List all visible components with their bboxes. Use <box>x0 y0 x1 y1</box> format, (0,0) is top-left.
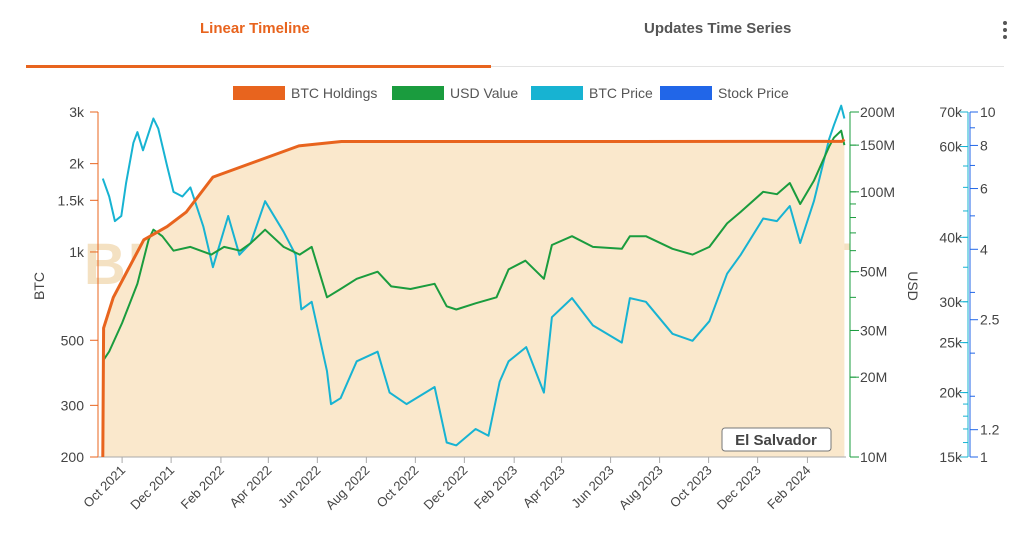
legend-label: USD Value <box>450 85 518 101</box>
tab-updates-time-series[interactable]: Updates Time Series <box>644 20 792 37</box>
btc-axis-tick-label: 300 <box>61 397 85 413</box>
btc-price-axis-tick-label: 15k <box>939 449 963 465</box>
btc-axis-tick-label: 500 <box>61 332 85 348</box>
x-axis-tick-label: Feb 2023 <box>471 463 520 512</box>
x-axis-tick-label: Oct 2021 <box>80 463 128 511</box>
btc-price-axis-tick-label: 60k <box>939 139 963 155</box>
x-axis-tick-label: Oct 2023 <box>667 463 715 511</box>
btc-price-axis-tick-label: 40k <box>939 229 963 245</box>
usd-axis-tick-label: 100M <box>860 184 895 200</box>
legend-swatch <box>392 86 444 100</box>
x-axis-tick-label: Apr 2023 <box>520 463 568 511</box>
x-axis-tick-label: Oct 2022 <box>374 463 422 511</box>
entity-label: El Salvador <box>735 432 817 449</box>
btc-axis-tick-label: 1k <box>69 244 85 260</box>
usd-axis-tick-label: 10M <box>860 449 887 465</box>
x-axis-tick-label: Apr 2022 <box>227 463 275 511</box>
tab-bar: Linear Timeline Updates Time Series <box>26 0 1007 68</box>
x-axis-tick-label: Dec 2022 <box>421 463 471 513</box>
x-axis-tick-label: Feb 2024 <box>764 463 813 512</box>
usd-axis-tick-label: 30M <box>860 322 887 338</box>
tab-linear-timeline[interactable]: Linear Timeline <box>200 20 310 37</box>
entity-label-box <box>721 427 832 452</box>
x-axis-tick-label: Dec 2021 <box>127 463 177 513</box>
btc-axis-tick-label: 3k <box>69 104 85 120</box>
btc-price-axis-tick-label: 20k <box>939 385 963 401</box>
stock-price-axis-tick-label: 8 <box>980 137 988 153</box>
x-axis-tick-label: Jun 2023 <box>568 463 616 511</box>
btc-price-axis-tick-label: 30k <box>939 294 963 310</box>
legend-swatch <box>531 86 583 100</box>
usd-axis-title: USD <box>905 271 921 301</box>
btc-axis-tick-label: 2k <box>69 156 85 172</box>
legend-label: Stock Price <box>718 85 789 101</box>
usd-value-line <box>101 129 846 362</box>
btc-axis-tick-label: 1.5k <box>58 192 85 208</box>
stock-price-axis-tick-label: 1.2 <box>980 422 1000 438</box>
x-axis-tick-label: Feb 2022 <box>178 463 227 512</box>
stock-price-axis-tick-label: 10 <box>980 104 996 120</box>
btc-holdings-area <box>102 139 845 457</box>
btc-price-axis-tick-label: 70k <box>939 104 963 120</box>
btc-axis-title: BTC <box>31 272 47 300</box>
legend-swatch <box>660 86 712 100</box>
btc-holdings-line <box>101 138 846 458</box>
x-axis-tick-label: Dec 2023 <box>714 463 764 513</box>
stock-price-axis-tick-label: 2.5 <box>980 312 1000 328</box>
btc-axis-tick-label: 200 <box>61 449 85 465</box>
legend-label: BTC Price <box>589 85 653 101</box>
usd-axis-tick-label: 150M <box>860 137 895 153</box>
btc-price-line <box>101 104 846 447</box>
stock-price-axis-tick-label: 4 <box>980 241 988 257</box>
holdings-chart: BITCOINTREASURIESNET2003005001k1.5k2k3kB… <box>31 85 1000 513</box>
legend-label: BTC Holdings <box>291 85 377 101</box>
usd-axis-tick-label: 50M <box>860 264 887 280</box>
stock-price-axis-tick-label: 6 <box>980 181 988 197</box>
btc-price-axis-tick-label: 25k <box>939 335 963 351</box>
usd-axis-tick-label: 200M <box>860 104 895 120</box>
kebab-menu-icon[interactable] <box>998 18 1012 44</box>
stock-price-axis-tick-label: 1 <box>980 449 988 465</box>
usd-axis-tick-label: 20M <box>860 369 887 385</box>
x-axis-tick-label: Jun 2022 <box>275 463 323 511</box>
x-axis-tick-label: Aug 2023 <box>616 463 666 513</box>
x-axis-tick-label: Aug 2022 <box>322 463 372 513</box>
legend-swatch <box>233 86 285 100</box>
active-tab-indicator <box>26 65 491 68</box>
